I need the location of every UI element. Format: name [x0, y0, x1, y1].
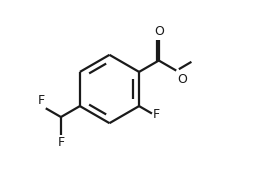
- Text: O: O: [177, 73, 187, 86]
- Text: O: O: [154, 25, 164, 38]
- Text: F: F: [153, 108, 160, 121]
- Text: F: F: [57, 136, 65, 149]
- Text: F: F: [38, 94, 45, 107]
